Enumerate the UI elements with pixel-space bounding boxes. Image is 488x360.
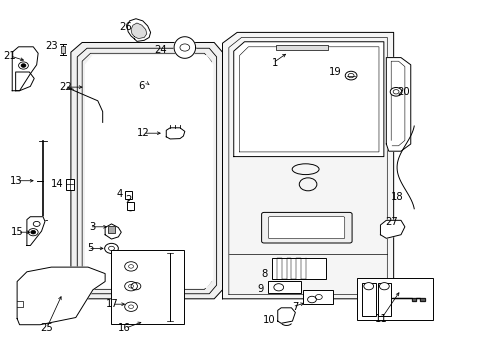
Circle shape (180, 44, 189, 51)
Text: 25: 25 (40, 323, 53, 333)
Text: 5: 5 (87, 243, 94, 253)
Text: 19: 19 (328, 67, 341, 77)
Polygon shape (166, 128, 184, 139)
Text: 12: 12 (136, 128, 149, 138)
Text: 17: 17 (105, 299, 118, 309)
Circle shape (363, 283, 373, 290)
Polygon shape (380, 220, 404, 238)
Bar (303, 290, 332, 304)
Text: 11: 11 (374, 314, 386, 324)
Text: 16: 16 (118, 323, 131, 333)
Text: 9: 9 (257, 284, 264, 294)
Text: 6: 6 (138, 81, 144, 91)
Circle shape (124, 282, 137, 291)
Polygon shape (85, 56, 212, 287)
Circle shape (124, 302, 137, 311)
Text: 10: 10 (263, 315, 275, 325)
Text: 7: 7 (291, 302, 298, 312)
Polygon shape (12, 47, 38, 91)
Circle shape (31, 230, 36, 234)
Bar (127, 202, 134, 210)
Text: 23: 23 (45, 41, 58, 51)
Polygon shape (222, 32, 393, 299)
Text: 8: 8 (261, 269, 267, 279)
Polygon shape (174, 37, 195, 58)
Circle shape (128, 207, 133, 211)
Polygon shape (16, 72, 34, 91)
Polygon shape (17, 267, 105, 325)
Text: 22: 22 (60, 82, 72, 92)
Text: 21: 21 (3, 51, 16, 61)
Bar (111, 250, 183, 324)
Bar (267, 281, 301, 293)
Bar (271, 258, 325, 279)
Polygon shape (386, 58, 410, 151)
Text: 26: 26 (119, 22, 132, 32)
Polygon shape (127, 19, 150, 41)
Circle shape (21, 64, 26, 67)
FancyBboxPatch shape (268, 217, 344, 239)
Circle shape (33, 221, 40, 226)
Bar (356, 278, 432, 320)
Bar (107, 226, 115, 233)
FancyBboxPatch shape (261, 212, 351, 243)
Circle shape (104, 243, 118, 253)
Circle shape (379, 283, 388, 290)
Text: 18: 18 (390, 192, 403, 202)
Bar (361, 283, 375, 316)
Bar (377, 283, 390, 316)
Bar (61, 46, 64, 53)
Bar (66, 179, 74, 190)
Text: 3: 3 (89, 222, 95, 232)
Polygon shape (233, 42, 383, 157)
Circle shape (108, 246, 114, 251)
Text: 27: 27 (385, 217, 397, 228)
Circle shape (19, 62, 28, 69)
Circle shape (126, 197, 131, 200)
Text: 24: 24 (154, 45, 167, 55)
Circle shape (28, 229, 38, 236)
Text: 15: 15 (11, 227, 23, 237)
Text: 4: 4 (117, 189, 123, 199)
Text: 20: 20 (396, 87, 409, 97)
Polygon shape (71, 42, 222, 299)
Circle shape (389, 87, 401, 96)
Circle shape (124, 262, 137, 271)
Polygon shape (27, 217, 45, 246)
Polygon shape (391, 298, 425, 301)
Polygon shape (105, 224, 121, 239)
Text: 14: 14 (51, 179, 63, 189)
Text: 2: 2 (125, 195, 132, 205)
Bar (125, 191, 132, 199)
Circle shape (307, 296, 316, 303)
Polygon shape (277, 308, 295, 323)
Polygon shape (131, 23, 146, 39)
Bar (276, 45, 327, 50)
Circle shape (273, 284, 283, 291)
Text: 1: 1 (272, 58, 278, 68)
Circle shape (345, 71, 356, 80)
Text: 13: 13 (9, 176, 22, 186)
